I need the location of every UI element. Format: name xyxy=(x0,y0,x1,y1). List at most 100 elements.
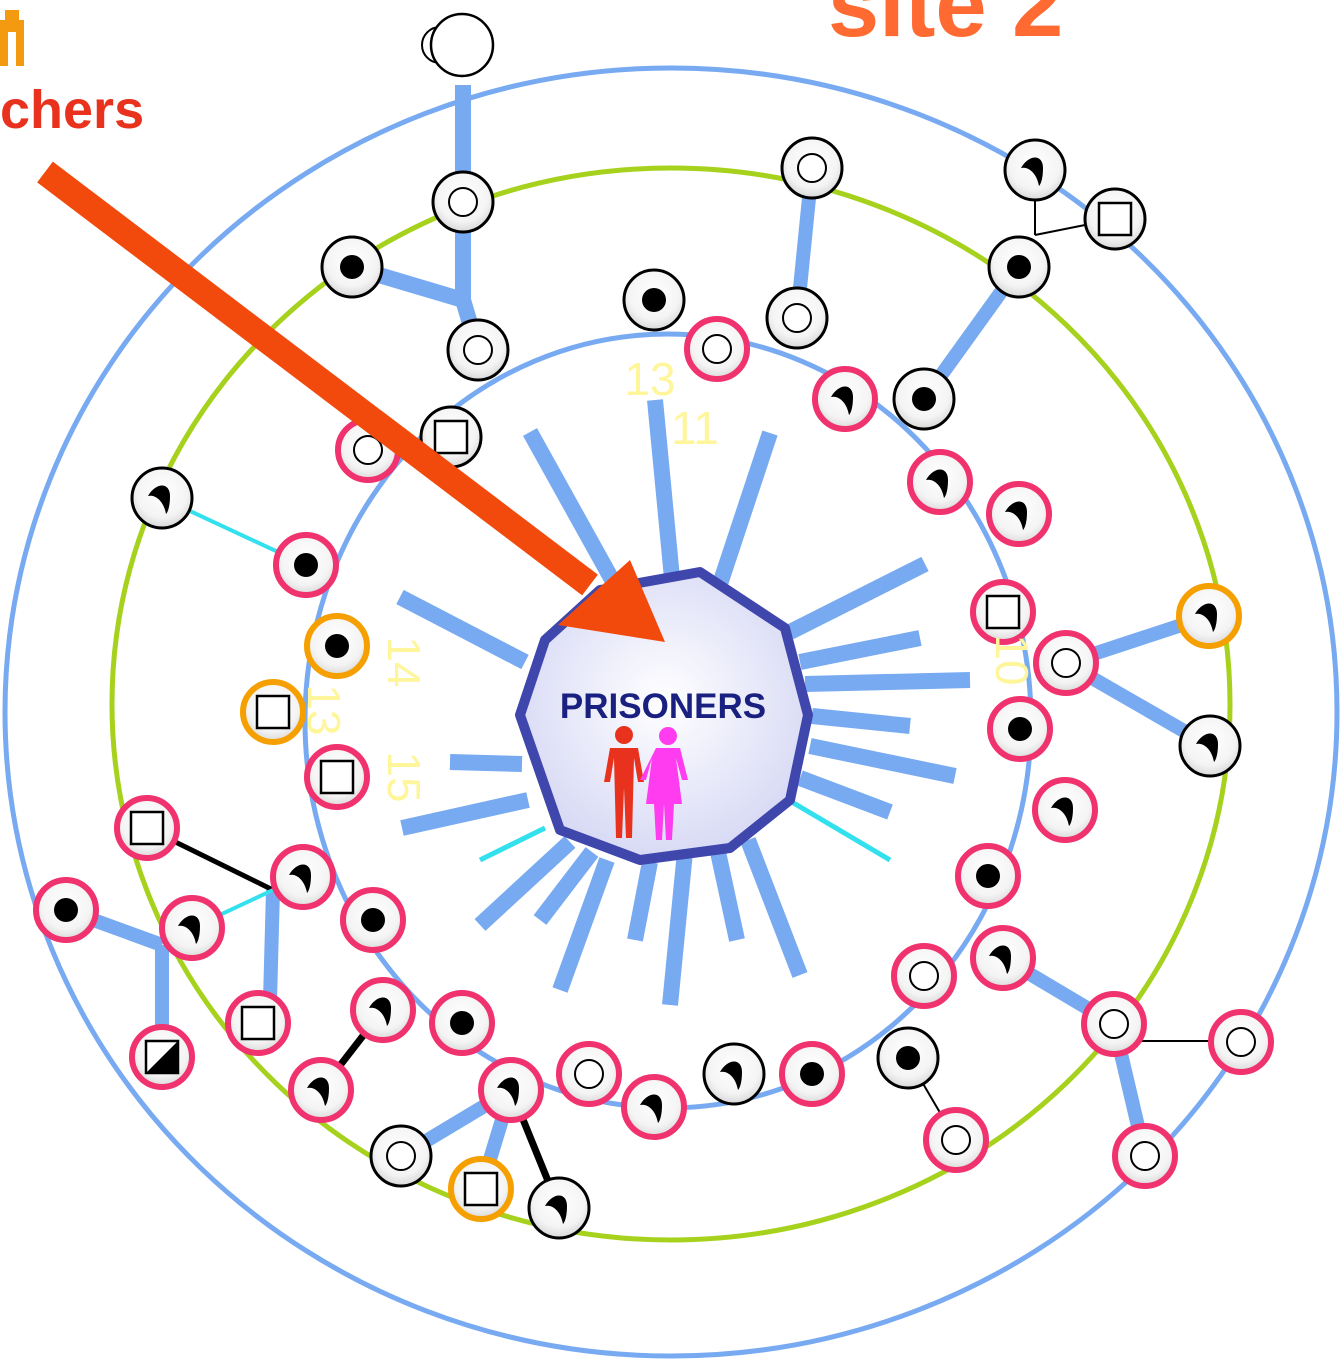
node-symbol xyxy=(703,335,731,363)
node xyxy=(894,369,954,429)
node xyxy=(958,846,1018,906)
node-symbol xyxy=(1008,717,1032,741)
node xyxy=(117,798,177,858)
ring-label: 13 xyxy=(298,684,350,735)
node xyxy=(782,138,842,198)
node-symbol xyxy=(387,1142,415,1170)
node xyxy=(228,993,288,1053)
node xyxy=(926,1110,986,1170)
node-symbol xyxy=(575,1060,603,1088)
spoke xyxy=(812,716,910,726)
spoke xyxy=(635,862,650,940)
node xyxy=(704,1044,764,1104)
node-symbol xyxy=(976,864,1000,888)
node xyxy=(687,319,747,379)
node xyxy=(422,14,493,76)
node-symbol xyxy=(340,255,364,279)
node xyxy=(767,288,827,348)
spoke xyxy=(718,852,737,940)
node-symbol xyxy=(1007,255,1031,279)
spoke xyxy=(670,852,685,1005)
node xyxy=(989,237,1049,297)
ring-label: 10 xyxy=(986,634,1038,685)
hub-label: PRISONERS xyxy=(560,687,766,726)
node xyxy=(132,468,192,528)
node xyxy=(1035,780,1095,840)
node xyxy=(559,1044,619,1104)
spoke xyxy=(790,564,925,632)
node xyxy=(451,1159,511,1219)
ring-label: 15 xyxy=(378,751,430,802)
node xyxy=(162,898,222,958)
spoke xyxy=(718,433,770,590)
node xyxy=(132,1027,192,1087)
ring-label: 13 xyxy=(624,353,675,405)
node-symbol xyxy=(1099,203,1131,235)
ring-label: 11 xyxy=(671,402,719,454)
node-symbol xyxy=(361,908,385,932)
node-symbol xyxy=(800,1062,824,1086)
node xyxy=(1179,586,1239,646)
node-symbol xyxy=(449,188,477,216)
node xyxy=(1115,1126,1175,1186)
node-symbol xyxy=(464,336,492,364)
node-ring xyxy=(431,14,493,76)
node xyxy=(481,1060,541,1120)
node xyxy=(973,582,1033,642)
node xyxy=(273,847,333,907)
spoke xyxy=(810,746,955,776)
spoke xyxy=(655,400,672,578)
node-symbol xyxy=(435,421,467,453)
spoke xyxy=(805,680,970,684)
node xyxy=(782,1044,842,1104)
spoke xyxy=(800,778,890,812)
node xyxy=(307,616,367,676)
node xyxy=(1211,1012,1271,1072)
node xyxy=(343,890,403,950)
node xyxy=(36,880,96,940)
node xyxy=(1084,994,1144,1054)
link xyxy=(270,890,273,1000)
link xyxy=(480,828,545,860)
node xyxy=(1005,140,1065,200)
node-symbol xyxy=(942,1126,970,1154)
node xyxy=(371,1126,431,1186)
spoke xyxy=(800,638,920,662)
node xyxy=(1180,716,1240,776)
node xyxy=(276,535,336,595)
node-symbol xyxy=(798,154,826,182)
node-symbol xyxy=(257,696,289,728)
page: {"header": {"title": "site 2", "subtitle… xyxy=(0,0,1341,1362)
node-symbol xyxy=(465,1173,497,1205)
node xyxy=(243,682,303,742)
node xyxy=(815,369,875,429)
node-symbol xyxy=(987,596,1019,628)
node-symbol xyxy=(321,761,353,793)
node-symbol xyxy=(910,962,938,990)
node xyxy=(529,1178,589,1238)
node-symbol xyxy=(450,1011,474,1035)
diagram: PRISONERS 13 11 14 13 15 10 chers site 2 xyxy=(0,0,1341,1362)
title: site 2 xyxy=(828,0,1063,56)
node xyxy=(910,452,970,512)
node xyxy=(973,928,1033,988)
subtitle: chers xyxy=(0,80,144,140)
node xyxy=(353,980,413,1040)
node-symbol xyxy=(242,1007,274,1039)
node-symbol xyxy=(325,634,349,658)
node xyxy=(432,993,492,1053)
node-symbol xyxy=(912,387,936,411)
node-symbol xyxy=(131,812,163,844)
node xyxy=(624,270,684,330)
node-symbol xyxy=(1052,649,1080,677)
node-symbol xyxy=(642,288,666,312)
node-symbol xyxy=(54,898,78,922)
node xyxy=(448,320,508,380)
ring-label: 14 xyxy=(378,636,430,687)
node xyxy=(1036,633,1096,693)
node-symbol xyxy=(896,1046,920,1070)
node-symbol xyxy=(1131,1142,1159,1170)
researcher-icon xyxy=(0,10,24,66)
spoke xyxy=(748,840,800,975)
node xyxy=(878,1028,938,1088)
